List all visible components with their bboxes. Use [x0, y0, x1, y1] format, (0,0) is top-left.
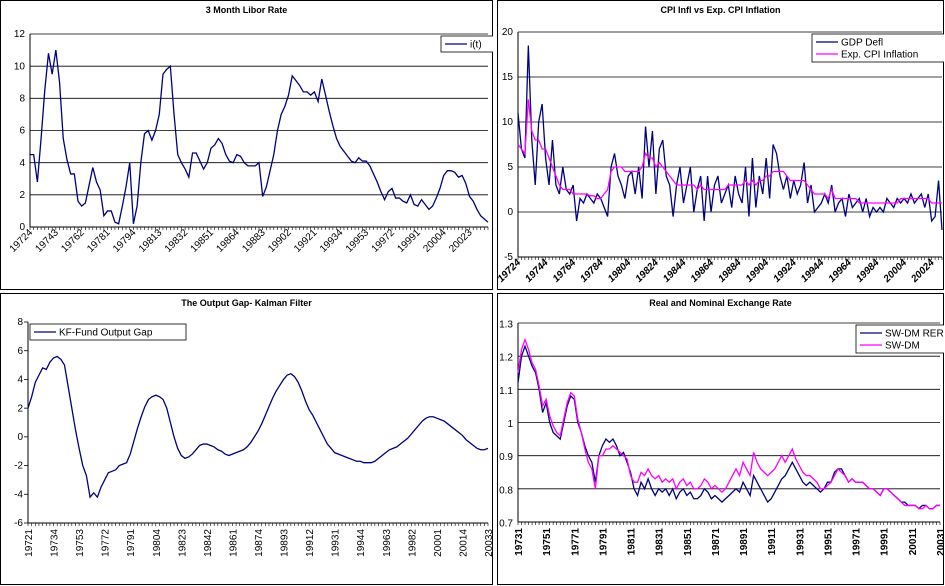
legend — [811, 33, 944, 63]
x-tick-label: 19991 — [880, 528, 891, 556]
y-tick-label: 10 — [502, 117, 514, 128]
y-tick-label: 8 — [19, 93, 25, 104]
y-tick-label: 4 — [17, 375, 23, 386]
legend — [29, 323, 187, 341]
x-tick-label: 19791 — [126, 529, 137, 557]
legend — [855, 324, 944, 354]
y-tick-label: 10 — [14, 61, 26, 72]
y-tick-label: 15 — [502, 72, 514, 83]
x-tick-label: 20001 — [433, 529, 444, 557]
x-tick-label: 19751 — [542, 528, 553, 556]
y-tick-label: 0.8 — [499, 485, 513, 496]
y-tick-label: 8 — [17, 317, 23, 328]
y-tick-label: -2 — [14, 461, 23, 472]
x-tick-label: 19804 — [152, 529, 163, 557]
chart-title: 3 Month Libor Rate — [206, 5, 288, 15]
y-tick-label: 0 — [507, 207, 513, 218]
x-tick-label: 19982 — [407, 529, 418, 557]
y-tick-label: 1.1 — [499, 386, 513, 397]
x-tick-label: 20031 — [936, 528, 945, 556]
x-tick-label: 19971 — [852, 528, 863, 556]
chart-title: The Output Gap- Kalman Filter — [181, 298, 312, 308]
x-tick-label: 19771 — [570, 528, 581, 556]
chart-title: CPI Infl vs Exp. CPI Inflation — [660, 5, 780, 15]
x-tick-label: 20014 — [458, 529, 469, 557]
legend-label: SW-DM — [885, 341, 920, 352]
x-tick-label: 20033 — [484, 529, 495, 557]
x-tick-label: 19874 — [254, 529, 265, 557]
y-tick-label: 4 — [19, 158, 25, 169]
y-tick-label: 6 — [17, 346, 23, 357]
panel — [0, 0, 493, 290]
y-tick-label: 0 — [17, 432, 23, 443]
x-tick-label: 19931 — [331, 529, 342, 557]
x-tick-label: 19791 — [598, 528, 609, 556]
y-tick-label: 20 — [502, 27, 514, 38]
x-tick-label: 19951 — [823, 528, 834, 556]
series-line — [517, 99, 942, 204]
x-tick-label: 19831 — [655, 528, 666, 556]
x-tick-label: 19772 — [101, 529, 112, 557]
x-tick-label: 19753 — [75, 529, 86, 557]
legend-label: GDP Defl — [841, 38, 883, 49]
series-line — [517, 45, 943, 231]
x-tick-label: 19731 — [514, 528, 525, 556]
x-tick-label: 19811 — [627, 528, 638, 556]
x-tick-label: 19893 — [280, 529, 291, 557]
x-tick-label: 19861 — [228, 529, 239, 557]
x-tick-label: 19851 — [683, 528, 694, 556]
y-tick-label: 0 — [19, 222, 25, 233]
x-tick-label: 19912 — [305, 529, 316, 557]
y-tick-label: 0.9 — [499, 452, 513, 463]
x-tick-label: 19911 — [767, 528, 778, 556]
x-tick-label: 19871 — [711, 528, 722, 556]
x-tick-label: 19944 — [356, 529, 367, 557]
series-line — [27, 355, 489, 499]
y-tick-label: 1.2 — [499, 353, 513, 364]
series-line — [517, 337, 940, 510]
y-tick-label: 6 — [19, 126, 25, 137]
y-tick-label: 1.3 — [499, 320, 513, 331]
x-tick-label: 19823 — [177, 529, 188, 557]
y-tick-label: -5 — [504, 252, 513, 263]
chart: Real and Nominal Exchange Rate 0.7 0.8 0.9 1… — [499, 298, 945, 556]
x-tick-label: 19931 — [795, 528, 806, 556]
legend-label: i(t) — [470, 40, 482, 51]
x-tick-label: 19721 — [24, 529, 35, 557]
x-tick-label: 19842 — [203, 529, 214, 557]
y-tick-label: 12 — [14, 29, 26, 40]
x-tick-label: 19734 — [50, 529, 61, 557]
y-tick-label: 5 — [507, 162, 513, 173]
chart-title: Real and Nominal Exchange Rate — [649, 298, 792, 308]
legend-label: SW-DM RER — [885, 329, 944, 340]
y-tick-label: 2 — [17, 403, 23, 414]
panel — [0, 293, 493, 585]
x-tick-label: 19963 — [382, 529, 393, 557]
y-tick-label: -4 — [14, 489, 23, 500]
y-tick-label: 1 — [507, 419, 513, 430]
y-tick-label: 0.7 — [499, 519, 513, 530]
chart: The Output Gap- Kalman Filter -6 -4 -2 0 2 4 6 8… — [14, 298, 495, 557]
x-tick-label: 19891 — [739, 528, 750, 556]
x-tick-label: 20011 — [908, 528, 919, 556]
legend-label: KF-Fund Output Gap — [59, 328, 153, 339]
legend-label: Exp. CPI Inflation — [841, 50, 918, 61]
series-line — [30, 49, 489, 225]
y-tick-label: 2 — [19, 190, 25, 201]
y-tick-label: -6 — [14, 518, 23, 529]
